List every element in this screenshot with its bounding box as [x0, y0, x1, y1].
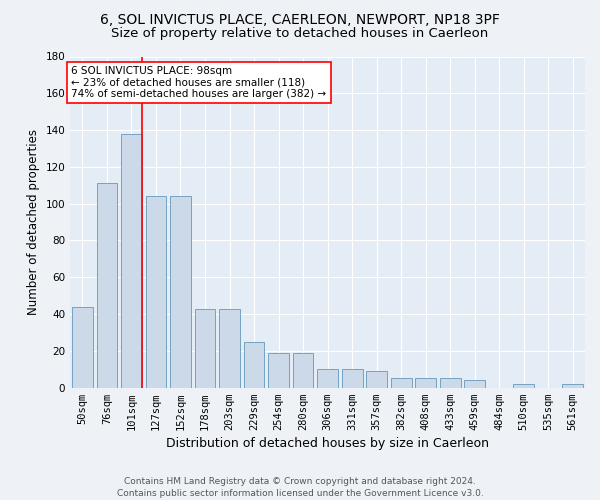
Bar — [341, 370, 362, 388]
Bar — [268, 352, 289, 388]
Bar — [464, 380, 485, 388]
Bar — [293, 352, 313, 388]
X-axis label: Distribution of detached houses by size in Caerleon: Distribution of detached houses by size … — [166, 437, 489, 450]
Bar — [219, 308, 240, 388]
Bar — [366, 371, 387, 388]
Bar — [513, 384, 534, 388]
Bar — [415, 378, 436, 388]
Bar — [194, 308, 215, 388]
Text: 6, SOL INVICTUS PLACE, CAERLEON, NEWPORT, NP18 3PF: 6, SOL INVICTUS PLACE, CAERLEON, NEWPORT… — [100, 12, 500, 26]
Bar — [562, 384, 583, 388]
Bar — [244, 342, 265, 388]
Bar — [72, 306, 93, 388]
Bar — [317, 370, 338, 388]
Bar — [170, 196, 191, 388]
Y-axis label: Number of detached properties: Number of detached properties — [27, 129, 40, 315]
Text: Size of property relative to detached houses in Caerleon: Size of property relative to detached ho… — [112, 28, 488, 40]
Bar — [146, 196, 166, 388]
Bar — [440, 378, 461, 388]
Bar — [121, 134, 142, 388]
Text: Contains HM Land Registry data © Crown copyright and database right 2024.
Contai: Contains HM Land Registry data © Crown c… — [116, 476, 484, 498]
Text: 6 SOL INVICTUS PLACE: 98sqm
← 23% of detached houses are smaller (118)
74% of se: 6 SOL INVICTUS PLACE: 98sqm ← 23% of det… — [71, 66, 326, 99]
Bar — [97, 184, 118, 388]
Bar — [391, 378, 412, 388]
